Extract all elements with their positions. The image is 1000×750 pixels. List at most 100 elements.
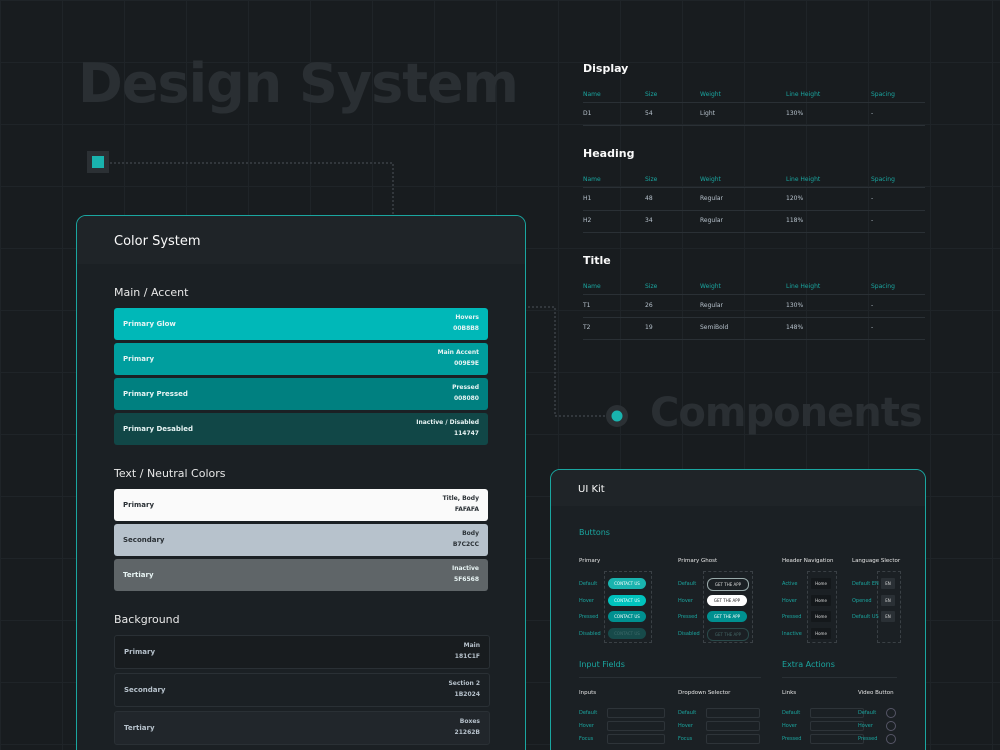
column-header: Spacing [871, 283, 895, 290]
column-header: Size [645, 283, 658, 290]
swatch-usage: Body [462, 530, 479, 537]
cell: T1 [583, 302, 591, 309]
video-button [886, 721, 896, 731]
table-title: Display [583, 62, 629, 75]
state-label: Default [579, 710, 598, 716]
field [706, 708, 760, 718]
divider [583, 232, 925, 233]
column-header: Spacing [871, 91, 895, 98]
swatch-usage: Main [463, 642, 480, 649]
color-swatch: Primary Title, Body FAFAFA [114, 489, 488, 521]
swatch-usage: Section 2 [448, 680, 480, 687]
swatch-hex: 5F6568 [454, 576, 479, 583]
button: EN [881, 578, 895, 589]
swatch-hex: 008080 [453, 395, 479, 402]
swatch-usage: Boxes [459, 718, 480, 725]
divider [782, 677, 897, 678]
field [607, 734, 665, 744]
color-swatch: Primary Desabled Inactive / Disabled 11474… [114, 413, 488, 445]
section-title: Text / Neutral Colors [114, 467, 226, 480]
field [607, 708, 665, 718]
color-swatch: Tertiary Inactive 5F6568 [114, 559, 488, 591]
swatch-hex: FAFAFA [454, 506, 479, 513]
button: CONTACT US [608, 594, 646, 606]
swatch-name: Primary Pressed [123, 390, 188, 398]
state-label: Hover [782, 597, 797, 604]
divider [579, 677, 761, 678]
button: GET THE APP [707, 594, 747, 606]
swatch-hex: 21262B [454, 729, 480, 736]
state-label: Default [678, 581, 697, 587]
state-label: Pressed [678, 614, 698, 620]
group-title: Language Slector [852, 558, 901, 564]
swatch-usage: Title, Body [442, 495, 479, 502]
state-label: Focus [678, 736, 693, 742]
swatch-name: Secondary [123, 536, 165, 544]
table-title: Heading [583, 147, 635, 160]
column-header: Name [583, 283, 601, 290]
icon [87, 151, 109, 173]
swatch-usage: Main Accent [437, 349, 479, 356]
column-header: Size [645, 91, 658, 98]
column-header: Line Height [786, 176, 821, 183]
state-label: Default [858, 710, 877, 716]
swatch-name: Primary Glow [123, 320, 176, 328]
card-title: Color System [114, 234, 201, 249]
cell: 26 [645, 302, 653, 309]
cell: T2 [583, 324, 591, 331]
swatch-hex: 00B8B8 [453, 325, 479, 332]
group-title: Header Navigation [782, 558, 834, 564]
field [706, 721, 760, 731]
state-label: Hover [858, 723, 873, 729]
card-title: UI Kit [578, 484, 605, 495]
state-label: Hover [782, 723, 797, 729]
state-label: Default [579, 581, 598, 587]
group-title: Dropdown Selector [678, 690, 731, 696]
cell: 19 [645, 324, 653, 331]
state-label: Default [782, 710, 801, 716]
divider [583, 187, 925, 188]
field [810, 734, 864, 744]
state-label: Active [782, 581, 798, 587]
button-frame [877, 571, 901, 643]
swatch-usage: Hovers [455, 314, 479, 321]
column-header: Spacing [871, 176, 895, 183]
state-label: Default US [852, 614, 879, 620]
cell: 120% [786, 195, 804, 202]
state-label: Pressed [579, 614, 599, 620]
swatch-usage: Inactive [451, 565, 479, 572]
section-title: Background [114, 613, 180, 626]
cell: 148% [786, 324, 804, 331]
button: Home [811, 594, 831, 606]
divider [583, 339, 925, 340]
column-header: Line Height [786, 91, 821, 98]
field [810, 721, 864, 731]
swatch-name: Primary [123, 355, 155, 363]
color-system-card: Color System Main / Accent Primary Glow Ho… [76, 215, 526, 750]
cell: - [871, 217, 874, 224]
section-title: Extra Actions [782, 660, 835, 669]
swatch-name: Primary [123, 501, 155, 509]
state-label: Disabled [678, 630, 700, 637]
column-header: Weight [700, 283, 721, 290]
group-title: Inputs [579, 690, 597, 696]
cell: 130% [786, 302, 804, 309]
button: GET THE APP [707, 627, 749, 641]
cell: SemiBold [700, 324, 729, 331]
column-header: Name [583, 91, 601, 98]
state-label: Hover [579, 723, 594, 729]
state-label: Disabled [579, 630, 601, 637]
swatch-name: Primary [124, 648, 156, 656]
button: Home [811, 578, 831, 589]
section-title: Input Fields [579, 660, 625, 669]
button-frame [703, 571, 753, 643]
group-title: Primary [579, 558, 601, 564]
color-swatch: Primary Pressed Pressed 008080 [114, 378, 488, 410]
column-header: Line Height [786, 283, 821, 290]
cell: 118% [786, 217, 804, 224]
color-swatch: Primary Main Accent 009E9E [114, 343, 488, 375]
cell: 130% [786, 110, 804, 117]
swatch-hex: B7C2CC [452, 541, 479, 548]
group-title: Primary Ghost [678, 558, 718, 564]
